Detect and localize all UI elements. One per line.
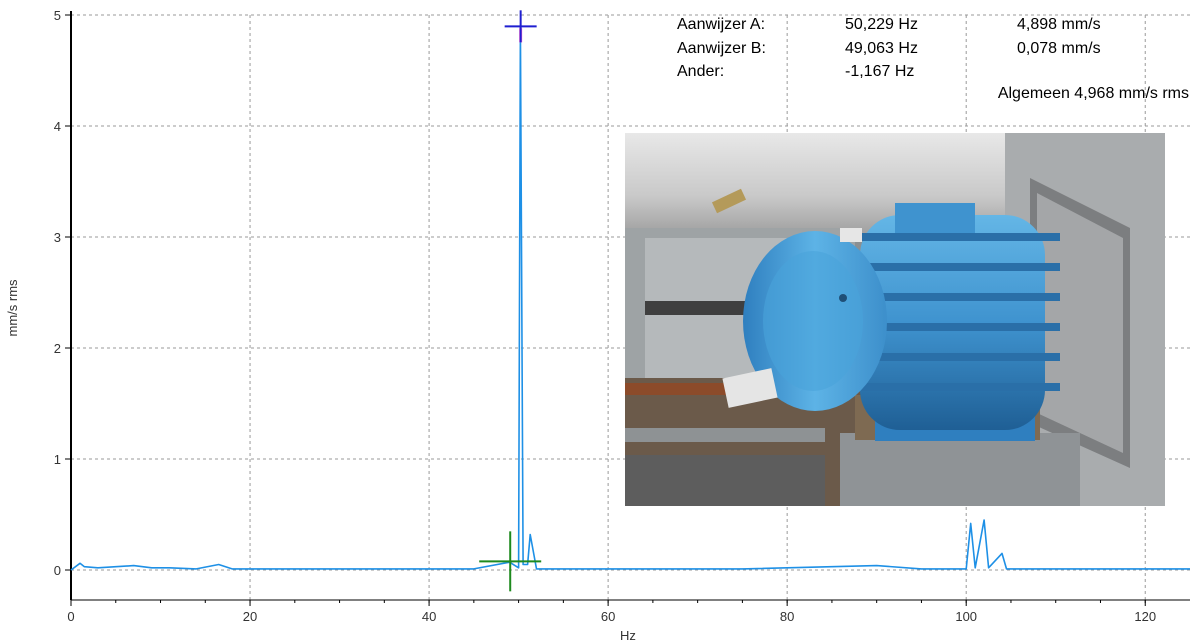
cursor-a-label: Aanwijzer A: (677, 16, 766, 33)
cursor-b-row: Aanwijzer B: 49,063 Hz 0,078 mm/s (677, 39, 1189, 58)
overall-value: Algemeen 4,968 mm/s rms (997, 85, 1189, 102)
cursor-a-frequency: 50,229 Hz (845, 16, 918, 33)
cursor-a-row: Aanwijzer A: 50,229 Hz 4,898 mm/s (677, 15, 1189, 34)
spectrum-line (70, 25, 1190, 571)
cursor-a-amplitude: 4,898 mm/s (1017, 16, 1101, 33)
x-tick-label: 100 (955, 609, 977, 624)
delta-row: Ander: -1,167 Hz (677, 62, 1189, 81)
series-layer (70, 25, 1190, 571)
y-tick-label: 2 (54, 341, 61, 356)
cursor-layer[interactable] (479, 10, 542, 592)
y-tick-label: 0 (54, 563, 61, 578)
y-tick-label: 1 (54, 452, 61, 467)
delta-frequency: -1,167 Hz (845, 63, 915, 80)
x-tick-label: 80 (780, 609, 794, 624)
x-tick-label: 60 (601, 609, 615, 624)
cursor-b-amplitude: 0,078 mm/s (1017, 40, 1101, 57)
x-tick-label: 120 (1134, 609, 1156, 624)
y-tick-label: 4 (54, 119, 61, 134)
cursor-b-frequency: 49,063 Hz (845, 40, 918, 57)
x-tick-label: 40 (422, 609, 436, 624)
cursor-b-label: Aanwijzer B: (677, 40, 766, 57)
x-tick-label: 0 (67, 609, 74, 624)
x-tick-label: 20 (243, 609, 257, 624)
axes (65, 11, 1190, 606)
electric-motor-icon (625, 133, 1165, 506)
tick-labels: 0 20 40 60 80 100 120 0 1 2 3 4 5 (54, 8, 1156, 624)
cursor-readout: Aanwijzer A: 50,229 Hz 4,898 mm/s Aanwij… (677, 15, 1189, 110)
y-tick-label: 5 (54, 8, 61, 23)
y-axis-title: mm/s rms (5, 279, 20, 337)
motor-photo (625, 133, 1165, 506)
delta-label: Ander: (677, 63, 725, 80)
y-tick-label: 3 (54, 230, 61, 245)
x-axis-title: Hz (620, 628, 636, 643)
